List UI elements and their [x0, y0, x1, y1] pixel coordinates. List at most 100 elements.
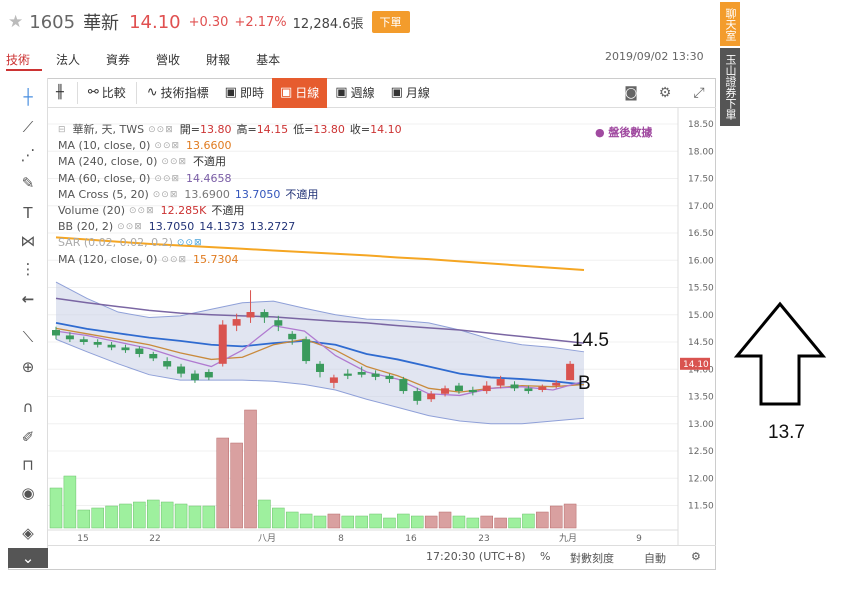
magnet-icon[interactable]: ∩ [22, 398, 34, 416]
time-tick-label: 八月 [258, 533, 276, 544]
trend-line-icon[interactable]: ⟋ [22, 118, 34, 136]
time-tick-label: 23 [478, 534, 489, 544]
time-tick-label: 九月 [559, 533, 577, 544]
time-tick-label: 8 [338, 534, 344, 544]
back-arrow-icon[interactable]: ← [21, 290, 35, 308]
lock-drawing-icon[interactable]: ✐ [21, 428, 35, 446]
legend-controls-icon[interactable]: ⊙⊙⊠ [129, 206, 155, 217]
legend-controls-icon[interactable]: ⊙⊙⊠ [154, 173, 181, 184]
legend-controls-icon[interactable]: ⊙⊙⊠ [161, 254, 188, 265]
gann-fan-icon[interactable]: ⋰ [20, 146, 36, 164]
volume-bar [105, 505, 118, 529]
price-tick-label: 14.00 [688, 365, 714, 375]
collapse-icon[interactable]: ⊟ [58, 125, 67, 135]
weekly-button[interactable]: ▣ 週線 [327, 78, 382, 108]
legend-controls-icon[interactable]: ⊙⊙⊠ [161, 157, 188, 168]
tab-institutional[interactable]: 法人 [56, 53, 81, 67]
tab-margin[interactable]: 資券 [106, 53, 131, 67]
volume-bar [438, 511, 452, 529]
ma10-label[interactable]: MA (10, close, 0) [58, 139, 151, 153]
indicator-wave-icon: ∿ [146, 84, 158, 100]
price-change: +0.30 [188, 14, 229, 30]
text-tool-icon[interactable]: T [23, 204, 33, 222]
legend-row-bb: BB (20, 2) ⊙⊙⊠ 13.7050 14.1373 13.2727 [58, 219, 407, 235]
zoom-in-icon[interactable]: ⊕ [21, 358, 35, 376]
compare-label: 比較 [101, 85, 126, 100]
brush-icon[interactable]: ✎ [21, 174, 35, 192]
legend-controls-icon[interactable]: ⊙⊙⊠ [154, 141, 181, 152]
layers-icon[interactable]: ◈ [22, 524, 34, 542]
candle-body [52, 330, 60, 336]
tab-financials[interactable]: 財報 [206, 53, 231, 67]
candle-type-button[interactable]: ╫ [48, 78, 75, 108]
candle-body [65, 335, 74, 340]
candle-body [399, 379, 408, 392]
legend-controls-icon[interactable]: ⊙⊙⊠ [176, 238, 203, 249]
order-button[interactable]: 下單 [371, 11, 410, 33]
volume-bar [452, 515, 466, 529]
daily-button[interactable]: ▣ 日線 [271, 77, 328, 108]
intraday-icon: ▣ [224, 84, 237, 100]
ma60-label[interactable]: MA (60, close, 0) [58, 171, 151, 185]
legend-row-ma60: MA (60, close, 0) ⊙⊙⊠ 14.4658 [58, 171, 407, 187]
fullscreen-icon[interactable]: ⤢ [693, 84, 705, 101]
crosshair-icon[interactable]: ┼ [23, 88, 33, 106]
volume-bar [77, 509, 91, 529]
indicator-legend: ⊟ 華新, 天, TWS ⊙⊙⊠ 開= 13.80 高= 14.15 低= 13.80… [58, 122, 407, 268]
legend-controls-icon[interactable]: ⊙⊙⊠ [148, 125, 174, 135]
quote-datetime: 2019/09/02 13:30 [605, 50, 704, 63]
tab-revenue[interactable]: 營收 [156, 53, 181, 67]
camera-icon[interactable]: ◙ [624, 84, 638, 101]
eye-icon[interactable]: ◉ [21, 484, 35, 502]
price-tick-label: 12.50 [688, 447, 714, 457]
prediction-icon[interactable]: ⋮ [20, 260, 36, 278]
macross-label[interactable]: MA Cross (5, 20) [58, 187, 149, 201]
chevron-down-icon[interactable]: ⌄ [8, 548, 48, 568]
volume-bar [272, 507, 285, 529]
volume-bar [424, 515, 438, 529]
ma120-label[interactable]: MA (120, close, 0) [58, 252, 158, 266]
ma240-label[interactable]: MA (240, close, 0) [58, 155, 158, 169]
ruler-icon[interactable]: ⟍ [22, 328, 34, 346]
price-tick-label: 12.00 [688, 474, 714, 484]
macross-value-a: 13.6900 [184, 187, 230, 201]
compare-icon: ⚯ [87, 84, 99, 100]
volume-label[interactable]: Volume (20) [58, 204, 125, 218]
compare-button[interactable]: ⚯ 比較 [80, 78, 134, 108]
toolbar-right-group: ◙ ⚙ ⤢ [614, 85, 716, 101]
log-scale-toggle[interactable]: 對數刻度 [570, 552, 614, 565]
chat-room-button[interactable]: 聊天室 [720, 2, 740, 46]
tab-basic[interactable]: 基本 [256, 53, 281, 67]
legend-row-volume: Volume (20) ⊙⊙⊠ 12.285K 不適用 [58, 203, 407, 219]
candle-body [566, 363, 575, 381]
unlock-icon[interactable]: ⊓ [22, 456, 34, 474]
price-tick-label: 16.00 [688, 256, 714, 266]
after-hours-data-link[interactable]: ● 盤後數據 [595, 126, 653, 139]
bb-label[interactable]: BB (20, 2) [58, 220, 114, 234]
favorite-star-icon[interactable]: ★ [8, 12, 24, 32]
candle-body [371, 373, 380, 377]
high-label: 高= [236, 123, 257, 136]
tab-technical[interactable]: 技術 [6, 53, 31, 67]
daily-label: 日線 [295, 85, 320, 100]
legend-controls-icon[interactable]: ⊙⊙⊠ [117, 222, 143, 233]
settings-gear-icon[interactable]: ⚙ [658, 84, 672, 101]
legend-controls-icon[interactable]: ⊙⊙⊠ [152, 189, 179, 200]
auto-scale-toggle[interactable]: 自動 [644, 552, 666, 565]
intraday-button[interactable]: ▣ 即時 [217, 78, 272, 108]
monthly-button[interactable]: ▣ 月線 [383, 78, 438, 108]
pattern-icon[interactable]: ⋈ [20, 232, 36, 250]
intraday-label: 即時 [239, 85, 264, 100]
broker-order-button[interactable]: 玉山證券下單 [720, 48, 740, 126]
percent-toggle[interactable]: % [540, 550, 551, 563]
sar-label[interactable]: SAR (0.02, 0.02, 0.2) [58, 236, 173, 250]
drawing-toolbar: ┼ ⟋ ⋰ ✎ T ⋈ ⋮ ← ⟍ ⊕ ∩ ✐ ⊓ ◉ ◈ ⌄ [8, 78, 48, 568]
candle-body [496, 379, 505, 386]
stock-code: 1605 [29, 11, 76, 33]
volume-bar [327, 513, 341, 529]
price-tick-label: 15.50 [688, 284, 714, 294]
settings-gear-icon[interactable]: ⚙ [691, 550, 701, 563]
price-chart[interactable]: 18.50 18.00 17.50 17.00 16.50 16.00 15.50 15.00… [48, 108, 716, 545]
bollinger-band-fill [56, 282, 584, 424]
indicators-button[interactable]: ∿ 技術指標 [139, 78, 217, 108]
